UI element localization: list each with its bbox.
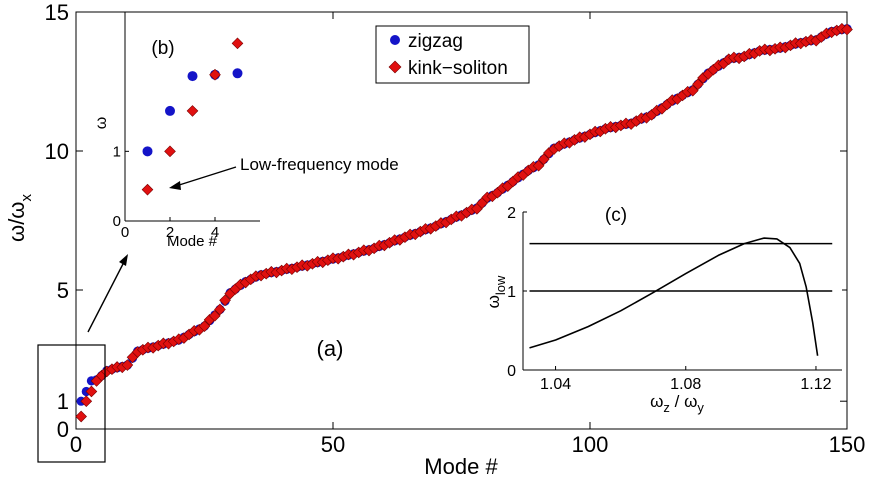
annotation-arrow-head — [169, 181, 181, 190]
main-y-tick-label: 1 — [57, 389, 69, 414]
inset-b-kink-soliton-point — [209, 68, 221, 81]
panel-b-label: (b) — [151, 38, 174, 59]
svg-text:ωlow: ωlow — [484, 275, 508, 308]
svg-text:ω/ωx: ω/ωx — [4, 194, 35, 242]
inset-c-x-label-mid: / ω — [670, 392, 697, 411]
inset-c-y-tick-label: 1 — [507, 284, 516, 301]
inset-b-ticks: 0 2 4 0 1 — [113, 143, 220, 241]
inset-b-kink-soliton-point — [164, 145, 176, 158]
inset-c-lines — [529, 237, 833, 356]
kink-soliton-point — [121, 359, 134, 371]
kink-soliton-point — [219, 294, 231, 307]
inset-c-x-label-sub2: y — [697, 400, 704, 415]
inset-b-zigzag-point — [187, 71, 198, 82]
main-y-axis-label-sub: x — [18, 194, 35, 202]
kink-soliton-point — [85, 385, 98, 398]
inset-c-ticks: 1.04 1.08 1.12 0 1 2 — [507, 205, 832, 393]
annotation-arrow-line — [175, 166, 237, 187]
inset-b-x-axis-label: Mode # — [167, 233, 218, 250]
main-x-tick-label: 0 — [70, 432, 82, 457]
main-axes-frame — [75, 11, 848, 430]
main-x-axis-label: Mode # — [424, 454, 498, 479]
kink-soliton-point — [80, 395, 93, 408]
inset-b-zigzag-point — [142, 146, 153, 157]
inset-b-y-tick-label: 1 — [113, 143, 121, 160]
inset-c-y-tick-label: 0 — [507, 363, 516, 380]
main-y-axis-label-main: ω/ω — [4, 202, 29, 242]
kink-soliton-point — [214, 303, 226, 316]
inset-c-y-label-sub: low — [493, 275, 508, 295]
svg-text:ωz / ωy: ωz / ωy — [650, 392, 704, 415]
zoom-arrow-line — [87, 261, 125, 333]
kink-soliton-point — [208, 310, 221, 322]
kink-soliton-point — [692, 78, 704, 91]
kink-soliton-point — [198, 320, 211, 332]
low-frequency-annotation: Low-frequency mode — [240, 155, 399, 174]
inset-b-x-tick-label: 0 — [121, 224, 129, 241]
main-y-tick-label: 0 — [57, 417, 69, 442]
inset-c-x-tick-label: 1.12 — [800, 376, 831, 393]
inset-b-zigzag-point — [165, 105, 175, 116]
inset-b-kink-soliton-point — [141, 183, 154, 196]
main-x-tick-label: 100 — [572, 432, 609, 457]
kink-soliton-point — [532, 159, 545, 172]
inset-c-x-tick-label: 1.04 — [540, 376, 571, 393]
legend-kink-label: kink−soliton — [408, 58, 508, 79]
kink-soliton-point — [841, 23, 853, 36]
zoom-box — [37, 344, 106, 463]
legend-zigzag-marker — [390, 35, 400, 45]
inset-c-y-label-main: ω — [484, 295, 503, 308]
inset-c-x-label-main: ω — [650, 392, 663, 411]
legend: zigzag kink−soliton — [375, 25, 530, 84]
inset-c-x-label-sub1: z — [663, 400, 670, 415]
kink-soliton-point — [75, 410, 87, 423]
inset-b-x-tick-label: 2 — [166, 224, 174, 241]
main-y-tick-label: 5 — [57, 278, 69, 303]
main-data-points — [75, 22, 853, 423]
legend-kink-marker — [388, 60, 402, 74]
inset-c-y-axis-label: ωlow — [484, 275, 508, 308]
legend-zigzag-label: zigzag — [408, 31, 463, 52]
zoom-arrow-head — [119, 254, 128, 266]
legend-box — [375, 25, 530, 84]
main-x-tick-label: 50 — [321, 432, 345, 457]
inset-b-data-points — [141, 37, 244, 196]
inset-b-x-tick-label: 4 — [211, 224, 219, 241]
kink-soliton-point — [537, 153, 550, 166]
inset-b-kink-soliton-point — [186, 105, 199, 117]
inset-b-y-axis-label: ω — [93, 117, 110, 130]
panel-c-label: (c) — [605, 205, 627, 226]
panel-a-label: (a) — [317, 336, 344, 361]
inset-b-zigzag-point — [232, 68, 243, 79]
kink-soliton-point — [686, 84, 699, 97]
inset-b-kink-soliton-point — [231, 37, 244, 50]
inset-b-y-tick-label: 0 — [113, 213, 121, 230]
main-y-tick-label: 10 — [45, 139, 69, 164]
main-y-tick-label: 15 — [45, 0, 69, 25]
inset-c-curve — [529, 237, 819, 356]
main-x-tick-label: 150 — [829, 432, 866, 457]
inset-b: 0 2 4 0 1 (b) ω Mode # Low-frequency mode — [93, 12, 399, 250]
inset-c-y-tick-label: 2 — [507, 205, 516, 222]
main-y-axis-label: ω/ωx — [4, 194, 35, 242]
inset-c-x-tick-label: 1.08 — [670, 376, 701, 393]
